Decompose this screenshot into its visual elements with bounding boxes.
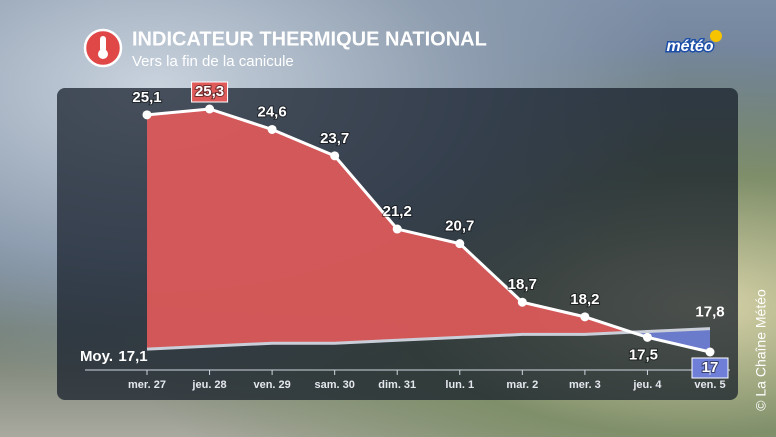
area-above — [147, 109, 710, 350]
point — [455, 239, 465, 249]
point — [330, 151, 340, 161]
value-label: 25,1 — [132, 89, 161, 106]
value-label: 18,7 — [508, 276, 537, 293]
value-label: 21,2 — [383, 203, 412, 220]
value-label: 23,7 — [320, 130, 349, 147]
chart-title: INDICATEUR THERMIQUE NATIONAL — [132, 28, 487, 50]
x-tick-label: sam. 30 — [314, 379, 354, 391]
normal-label: 17,8 — [695, 304, 724, 321]
normal-label: 17,1 — [118, 348, 147, 365]
label-box — [691, 357, 729, 379]
x-tick-label: jeu. 4 — [632, 379, 662, 391]
credit: © La Chaîne Météo — [753, 289, 769, 411]
point — [642, 332, 652, 342]
point — [142, 110, 152, 120]
point — [205, 104, 215, 114]
x-tick-label: lun. 1 — [445, 379, 474, 391]
value-label: 17,5 — [629, 346, 658, 363]
logo: météo — [666, 38, 713, 55]
value-label: 17 — [702, 359, 719, 376]
temperature-line — [146, 107, 711, 354]
point — [705, 347, 715, 357]
x-tick-label: dim. 31 — [378, 379, 416, 391]
point — [580, 312, 590, 322]
value-label: 25,3 — [195, 83, 224, 100]
point — [392, 224, 402, 234]
x-tick-label: mer. 27 — [128, 379, 166, 391]
x-tick-label: jeu. 28 — [191, 379, 226, 391]
x-tick-label: mer. 3 — [569, 379, 601, 391]
value-label: 20,7 — [445, 218, 474, 235]
x-tick-label: ven. 5 — [694, 379, 725, 391]
legend-label: Moy. — [80, 348, 113, 365]
normal-line — [146, 327, 711, 351]
point — [517, 297, 527, 307]
logo-sun — [710, 30, 722, 42]
label-box — [191, 81, 229, 103]
x-tick-label: ven. 29 — [253, 379, 290, 391]
point — [267, 124, 277, 134]
thermometer-icon — [98, 49, 108, 59]
x-tick-label: mar. 2 — [506, 379, 538, 391]
value-label: 24,6 — [258, 103, 287, 120]
value-label: 18,2 — [570, 291, 599, 308]
chart-subtitle: Vers la fin de la canicule — [132, 53, 294, 70]
thermometer-icon — [100, 36, 106, 52]
